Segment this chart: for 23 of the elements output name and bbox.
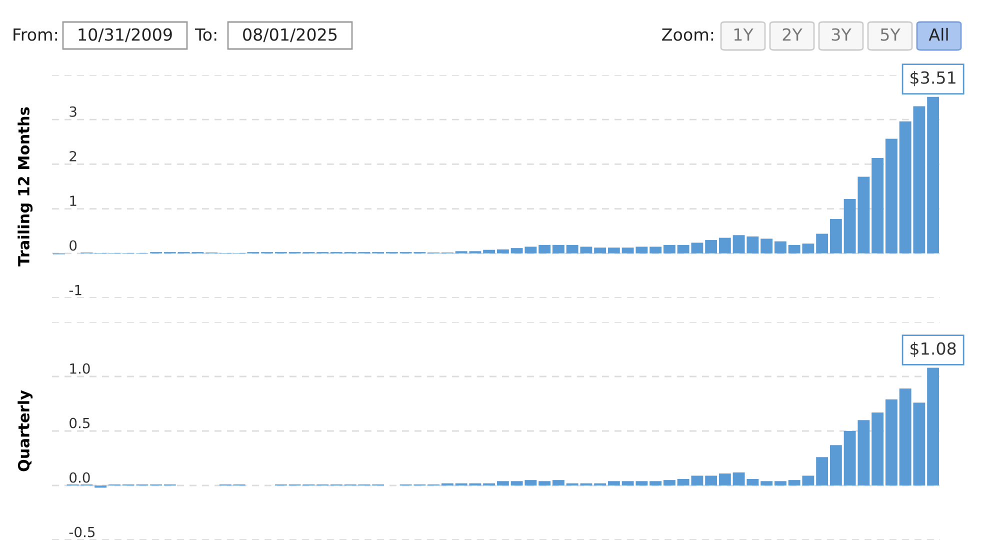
text: 5Y <box>880 28 900 41</box>
text: 2Y <box>782 28 802 41</box>
y-tick-label: -0.5 <box>69 526 95 538</box>
text: 1Y <box>734 28 754 41</box>
text: To: <box>194 28 216 41</box>
text: 08/01/2025 <box>243 28 337 42</box>
data-label: $1.08 <box>910 342 956 358</box>
y-tick-label: 2 <box>70 151 76 162</box>
y-tick-label: 0.5 <box>70 418 90 428</box>
y-axis-title: Quarterly <box>18 390 33 472</box>
y-tick-label: 1.0 <box>70 363 90 374</box>
text: 3Y <box>832 28 852 41</box>
y-tick-label: 0 <box>70 240 77 251</box>
text: 10/31/2009 <box>78 28 172 42</box>
text: From: <box>14 28 57 41</box>
y-tick-label: 3 <box>70 106 76 117</box>
y-tick-label: 1 <box>70 196 76 206</box>
data-label: $3.51 <box>910 71 956 86</box>
y-tick-label: -1 <box>69 284 82 296</box>
y-axis-title: Trailing 12 Months <box>18 107 33 266</box>
text: All <box>928 28 948 41</box>
y-tick-label: 0.0 <box>70 472 90 483</box>
text: Zoom: <box>662 28 714 41</box>
